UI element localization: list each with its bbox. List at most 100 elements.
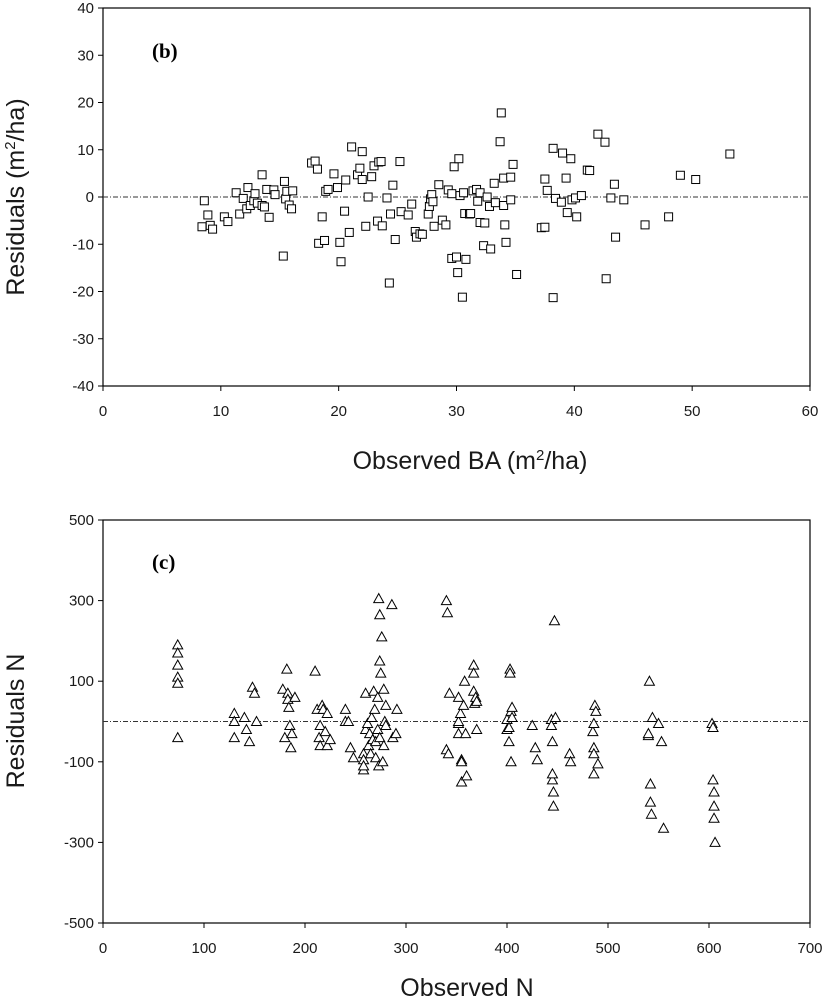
panel-c-data-point: [588, 717, 600, 729]
panel-b-y-tick-label: 10: [77, 142, 94, 159]
panel-b-data-point: [259, 202, 269, 212]
panel-b-x-tick-label: 40: [566, 403, 583, 420]
panel-b-x-tick-label: 50: [684, 403, 701, 420]
panel-c-data-point: [284, 719, 296, 731]
panel-c-data-point: [459, 727, 472, 739]
panel-b-data-point: [606, 193, 616, 203]
panel-b-data-point: [197, 222, 207, 232]
panel-b-data-point: [238, 193, 248, 203]
panel-c-x-tick-label: 700: [797, 940, 822, 957]
panel-c-data-point: [282, 701, 295, 712]
panel-b-data-point: [243, 183, 253, 193]
panel-b-data-point: [540, 174, 550, 184]
panel-c-data-point: [643, 675, 656, 686]
panel-c-data-point: [546, 767, 559, 779]
panel-b-data-point: [434, 180, 444, 190]
panel-c-data-point: [592, 757, 604, 769]
panel-c-data-point: [171, 731, 184, 743]
panel-b-data-point: [466, 209, 476, 219]
panel-c-data-point: [357, 759, 370, 771]
panel-b-data-point: [675, 170, 685, 180]
panel-c-data-point: [707, 773, 719, 785]
panel-b-data-point: [593, 129, 603, 139]
panel-c-data-point: [372, 592, 385, 604]
panel-b-data-point: [576, 191, 586, 201]
panel-b-x-tick-label: 20: [330, 403, 347, 420]
panel-b-data-point: [312, 164, 322, 174]
panel-b-data-point: [310, 156, 320, 166]
panel-c-data-point: [369, 751, 382, 763]
panel-b-data-point: [601, 274, 611, 284]
panel-c-data-point: [289, 691, 301, 702]
panel-b-data-point: [506, 195, 516, 205]
panel-b-label: (b): [152, 39, 178, 63]
panel-c-data-point: [359, 687, 372, 698]
panel-c-data-point: [564, 755, 577, 767]
panel-b-data-point: [278, 251, 288, 261]
panel-b-data-point: [611, 232, 621, 242]
panel-c-data-point: [347, 751, 360, 763]
panel-c-data-point: [324, 733, 337, 745]
panel-c-x-tick-label: 200: [292, 940, 317, 957]
panel-c-data-point: [457, 699, 470, 710]
panel-b-data-point: [344, 227, 354, 237]
panel-c-data-point: [590, 705, 602, 716]
panel-c-data-point: [548, 614, 561, 626]
panel-b-data-point: [386, 209, 396, 219]
panel-b-data-point: [403, 210, 413, 220]
panel-b-data-point: [355, 163, 365, 173]
panel-c-data-point: [377, 683, 390, 694]
panel-c-data-point: [371, 691, 384, 702]
panel-b-data-point: [264, 212, 274, 222]
panel-c-data-point: [248, 687, 261, 698]
panel-c-data-point: [503, 721, 515, 733]
panel-b-data-point: [357, 175, 367, 185]
panel-b-data-point: [441, 220, 451, 230]
panel-c-data-point: [314, 719, 326, 731]
panel-b-data-point: [428, 197, 438, 207]
panel-b-data-point: [508, 159, 518, 169]
panel-c-data-point: [546, 735, 559, 747]
panel-c-data-point: [549, 711, 562, 722]
panel-c-data-point: [529, 741, 542, 753]
panel-c-data-point: [171, 677, 184, 688]
panel-c-data-point: [373, 731, 386, 743]
panel-c-data-point: [467, 685, 480, 696]
panel-c-y-tick-label: -300: [64, 834, 94, 851]
panel-b-data-point: [548, 293, 558, 303]
panel-b-data-point: [457, 292, 467, 302]
panel-b-data-point: [561, 173, 571, 183]
panel-b-data-point: [452, 252, 461, 262]
panel-c-data-point: [506, 701, 518, 712]
panel-c-data-point: [506, 711, 518, 722]
panel-b-y-tick-label: -30: [72, 331, 94, 348]
panel-c-data-point: [460, 769, 473, 781]
panel-b-data-point: [512, 269, 522, 279]
panel-c-data-point: [240, 723, 253, 735]
panel-c-data-point: [285, 741, 297, 753]
panel-c-data-point: [644, 796, 657, 807]
panel-c-y-axis-title: Residuals N: [2, 654, 30, 789]
panel-b-data-point: [208, 224, 218, 234]
panel-b-data-point: [499, 201, 509, 211]
panel-c-data-point: [708, 812, 720, 823]
panel-c-data-point: [228, 715, 241, 726]
panel-b-data-point: [490, 198, 500, 208]
panel-b-data-point: [640, 220, 650, 230]
panel-b-data-point: [566, 154, 576, 164]
panel-c-data-point: [470, 723, 483, 735]
panel-c-data-point: [280, 663, 293, 674]
panel-c-data-point: [642, 727, 655, 739]
panel-c-label: (c): [152, 550, 175, 574]
panel-c-data-point: [708, 785, 720, 797]
panel-c-data-point: [458, 675, 471, 686]
panel-c-data-point: [708, 800, 720, 811]
panel-b-data-point: [341, 175, 351, 185]
panel-c-data-point: [373, 608, 386, 620]
panel-c-data-point: [454, 707, 467, 718]
panel-c-data-point: [470, 695, 483, 706]
panel-c-x-axis-title: Observed N: [400, 974, 533, 1000]
panel-b-y-axis-title: Residuals (m2/ha): [2, 98, 30, 295]
panel-c-data-point: [443, 687, 456, 698]
